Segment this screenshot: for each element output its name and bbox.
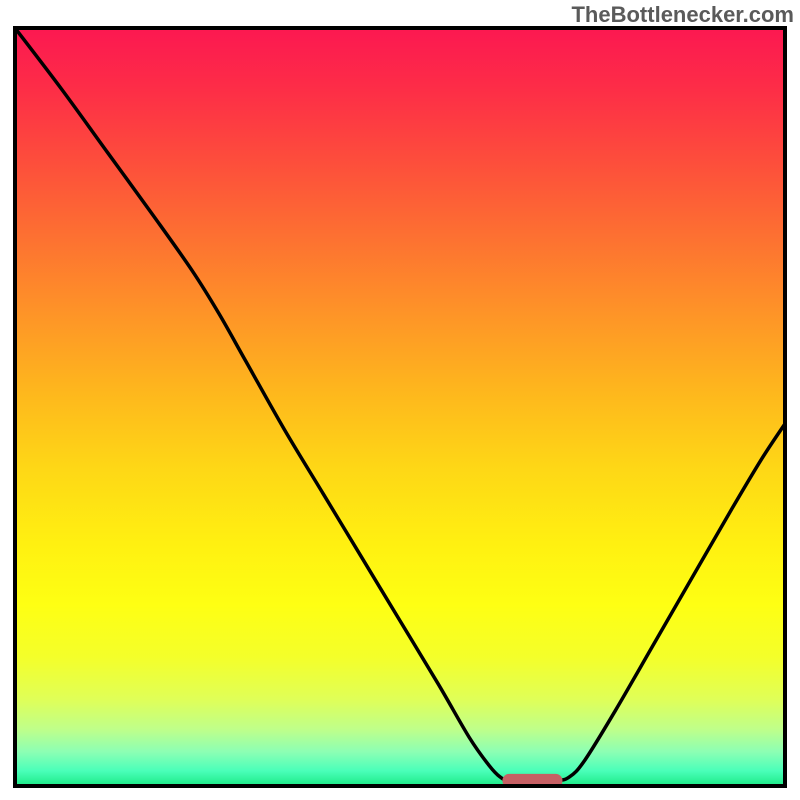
gradient-background — [15, 28, 785, 786]
chart-svg — [0, 0, 800, 800]
watermark-text: TheBottlenecker.com — [571, 2, 794, 28]
bottleneck-chart: TheBottlenecker.com — [0, 0, 800, 800]
